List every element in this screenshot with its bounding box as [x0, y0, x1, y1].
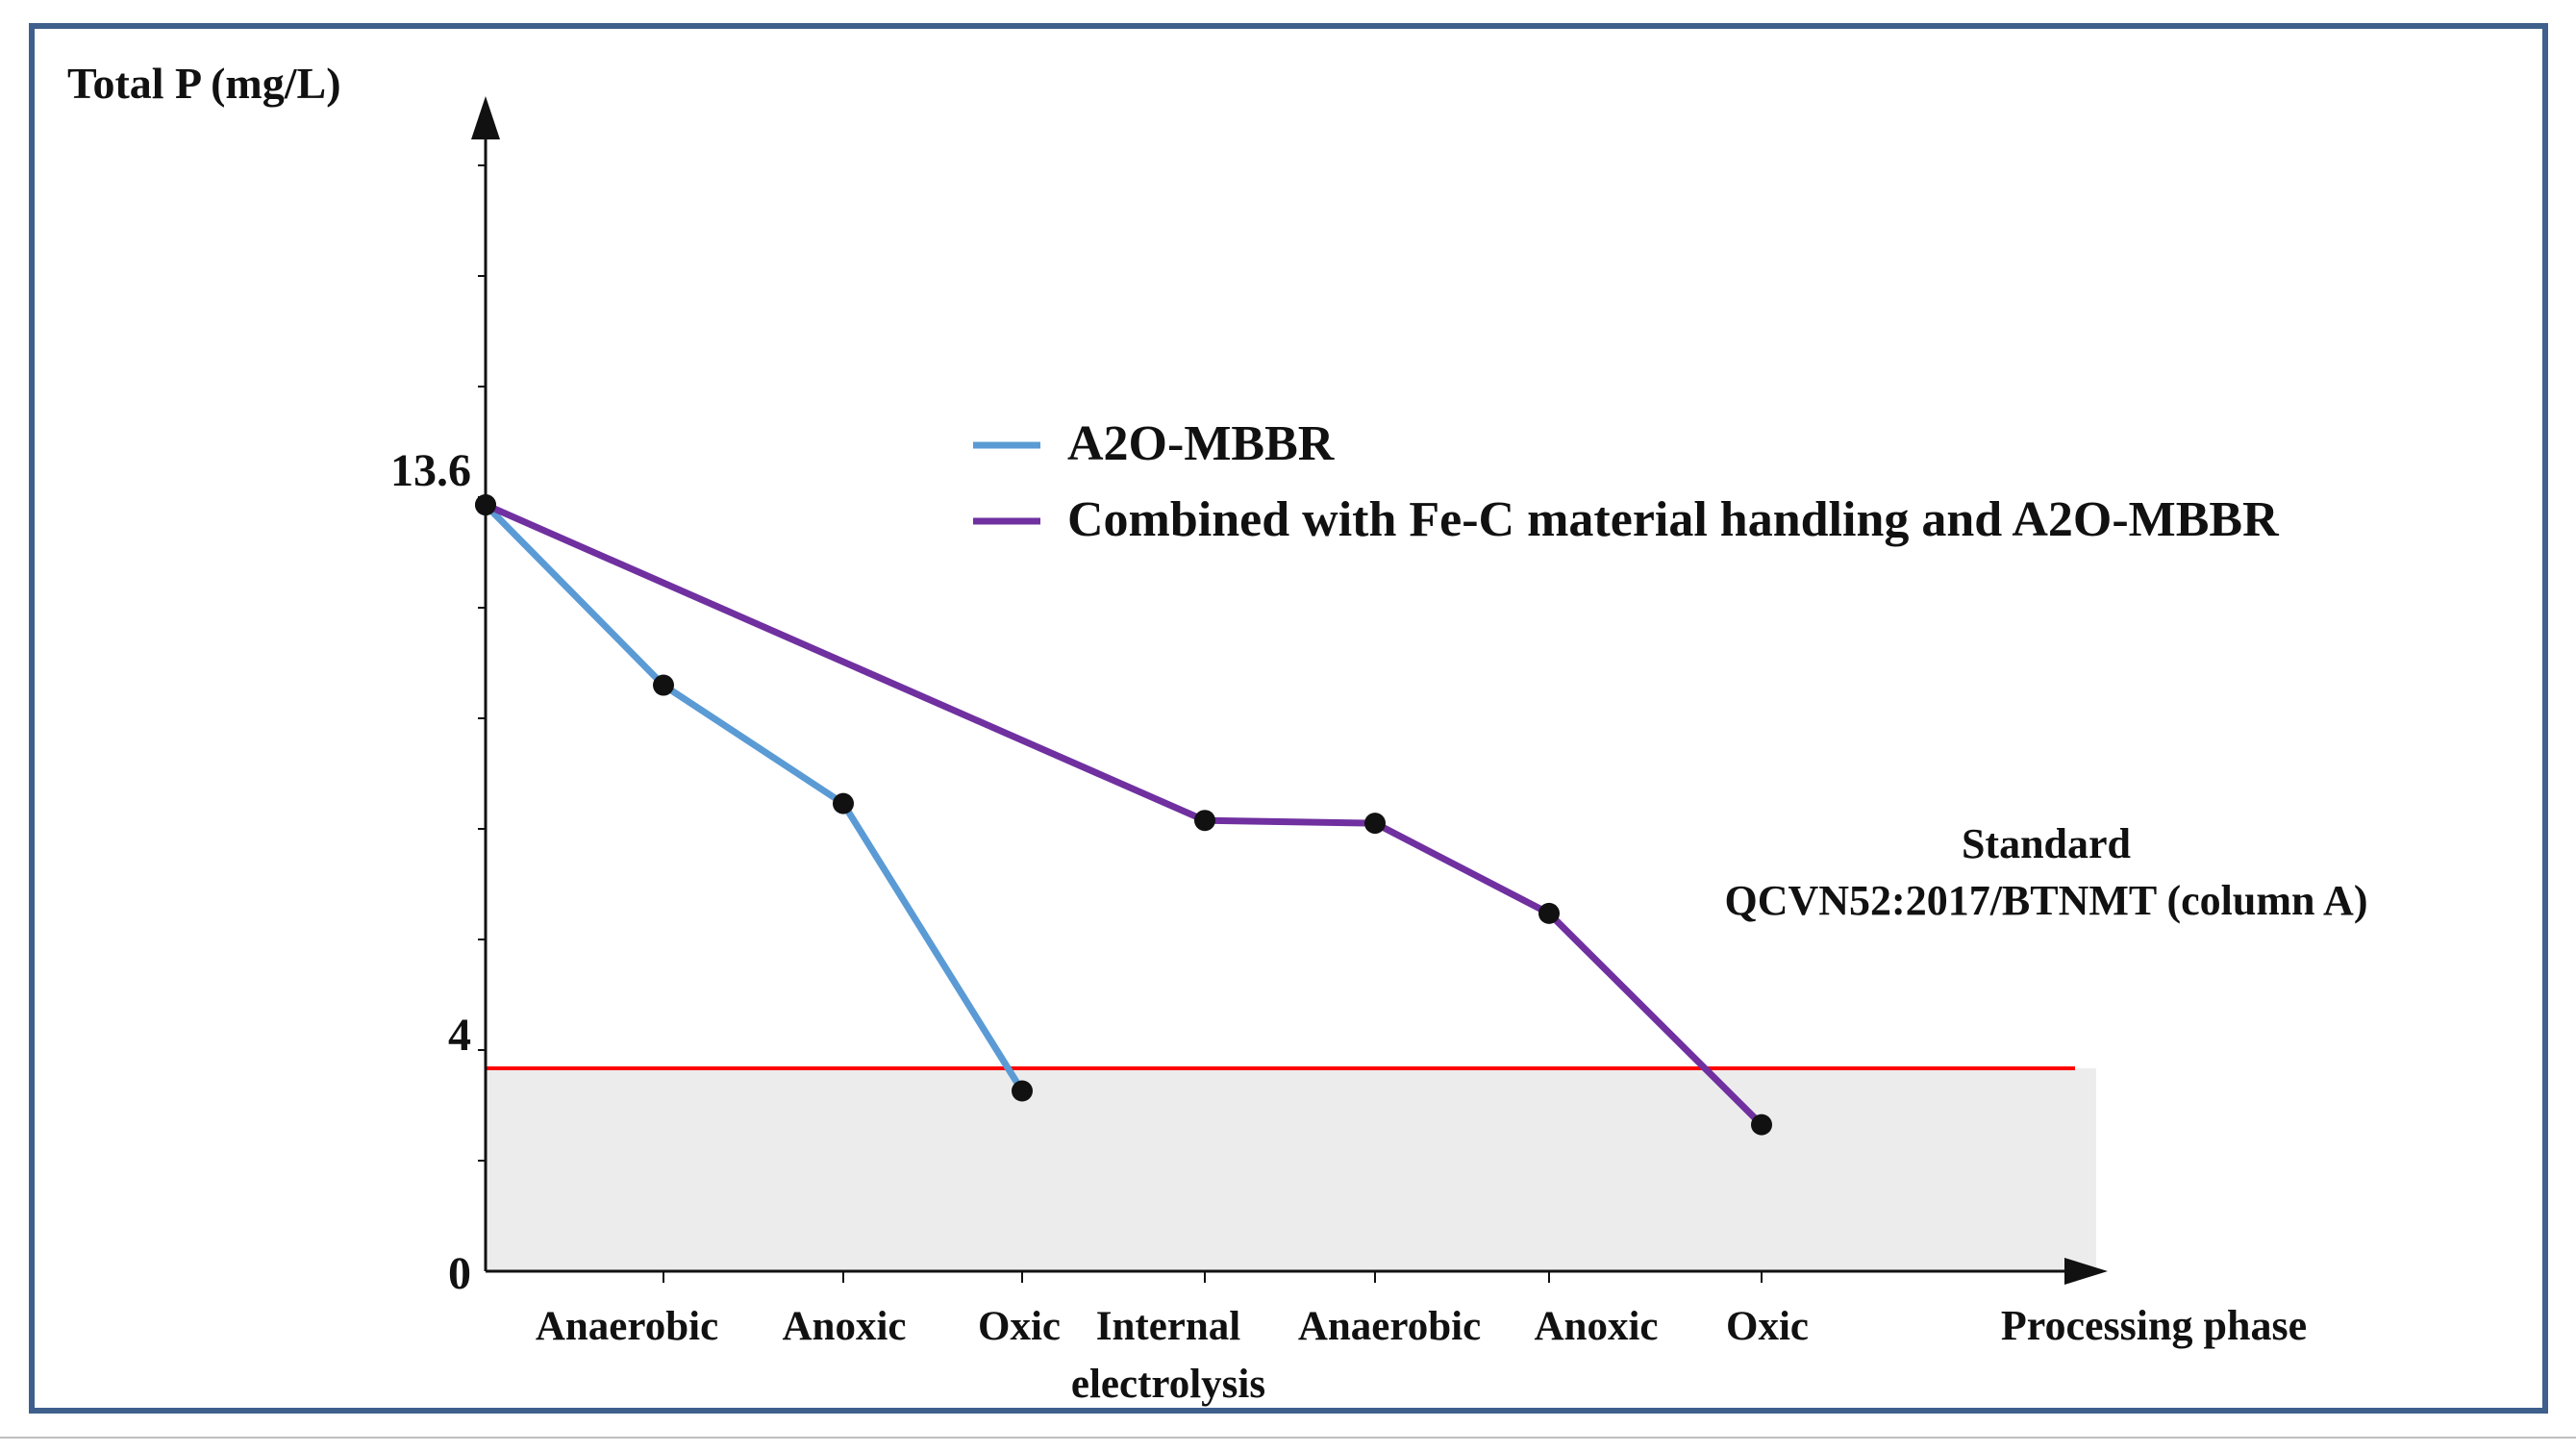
labels-layer: 0 4 13.6 Total P (mg/L) Processing phase Anae… [67, 59, 2367, 1407]
category-label: Anoxic [1535, 1304, 1659, 1349]
data-point-marker [475, 494, 496, 516]
data-point-marker [833, 792, 854, 814]
legend-label: A2O-MBBR [1067, 416, 1336, 471]
legend-label: Combined with Fe-C material handling and… [1067, 492, 2280, 547]
compliance-zone [486, 1068, 2096, 1271]
y-tick-label: 0 [448, 1248, 471, 1299]
data-point-marker [1012, 1080, 1033, 1102]
data-point-marker [653, 674, 674, 696]
bottom-rule [0, 1437, 2576, 1439]
data-point-marker [1538, 902, 1560, 924]
category-label: Anoxic [783, 1304, 907, 1349]
data-point-marker [1194, 810, 1215, 832]
data-point-marker [1751, 1114, 1772, 1136]
category-label: Anaerobic [536, 1304, 718, 1349]
series-line [483, 502, 1025, 1093]
data-point-marker [1364, 813, 1386, 835]
x-axis-title: Processing phase [2001, 1302, 2307, 1349]
series-line [484, 501, 1764, 1128]
reference-label: Standard [1962, 820, 2131, 867]
category-label: Oxic [1726, 1304, 1809, 1349]
y-tick-label: 4 [448, 1010, 471, 1061]
y-axis-title: Total P (mg/L) [67, 59, 341, 108]
axes [471, 96, 2108, 1285]
y-tick-label: 13.6 [390, 445, 471, 496]
x-axis-arrow [2064, 1258, 2108, 1285]
reference-label: QCVN52:2017/BTNMT (column A) [1725, 877, 2368, 924]
category-label: electrolysis [1071, 1362, 1265, 1407]
category-label: Anaerobic [1298, 1304, 1481, 1349]
category-label: Internal [1096, 1304, 1241, 1349]
series-layer [475, 494, 1772, 1136]
y-axis-arrow [471, 96, 500, 139]
category-label: Oxic [978, 1304, 1061, 1349]
